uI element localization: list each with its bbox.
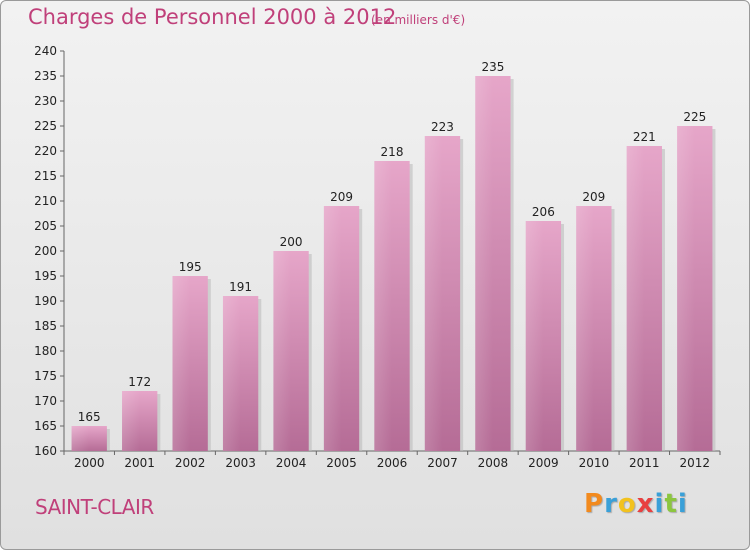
y-tick-label: 205 bbox=[34, 219, 57, 233]
y-tick-label: 160 bbox=[34, 444, 57, 458]
data-label-2002: 195 bbox=[179, 260, 202, 274]
y-tick-label: 165 bbox=[34, 419, 57, 433]
data-label-2006: 218 bbox=[381, 145, 404, 159]
x-tick-label: 2007 bbox=[427, 456, 458, 470]
bar-highlight bbox=[71, 426, 90, 451]
x-tick-label: 2004 bbox=[276, 456, 307, 470]
data-label-2010: 209 bbox=[582, 190, 605, 204]
y-tick-label: 200 bbox=[34, 244, 57, 258]
data-label-2001: 172 bbox=[128, 375, 151, 389]
x-tick-label: 2009 bbox=[528, 456, 559, 470]
x-tick-label: 2005 bbox=[326, 456, 357, 470]
logo-letter: i bbox=[677, 489, 688, 519]
bar-highlight bbox=[677, 126, 695, 451]
x-tick-label: 2003 bbox=[225, 456, 256, 470]
bar-highlight bbox=[122, 391, 140, 451]
bar-highlight bbox=[222, 296, 241, 451]
bar-highlight bbox=[475, 76, 493, 451]
logo-letter: r bbox=[604, 489, 618, 519]
y-tick-label: 195 bbox=[34, 269, 57, 283]
y-tick-label: 225 bbox=[34, 119, 57, 133]
x-tick-label: 2010 bbox=[579, 456, 610, 470]
data-label-2003: 191 bbox=[229, 280, 252, 294]
logo-letter: P bbox=[584, 489, 605, 519]
logo-letter: i bbox=[654, 489, 665, 519]
chart-title: Charges de Personnel 2000 à 2012 bbox=[28, 5, 397, 29]
x-tick-label: 2002 bbox=[175, 456, 206, 470]
place-name: SAINT-CLAIR bbox=[35, 495, 154, 519]
y-tick-label: 230 bbox=[34, 94, 57, 108]
x-tick-label: 2012 bbox=[679, 456, 710, 470]
y-tick-label: 215 bbox=[34, 169, 57, 183]
logo-letter: o bbox=[617, 489, 637, 519]
data-label-2011: 221 bbox=[633, 130, 656, 144]
bar-highlight bbox=[525, 221, 544, 451]
x-tick-label: 2000 bbox=[74, 456, 105, 470]
data-label-2004: 200 bbox=[280, 235, 303, 249]
bar-highlight bbox=[323, 206, 342, 451]
x-tick-label: 2008 bbox=[478, 456, 509, 470]
y-axis: 160 165 170 175 180 185 190 195 200 205 210 215 220 2… bbox=[34, 44, 65, 458]
data-label-2007: 223 bbox=[431, 120, 454, 134]
y-tick-label: 210 bbox=[34, 194, 57, 208]
data-label-2000: 165 bbox=[78, 410, 101, 424]
y-tick-label: 185 bbox=[34, 319, 57, 333]
chart-unit-note: (en milliers d'€) bbox=[371, 13, 466, 27]
bar-highlight bbox=[172, 276, 191, 451]
bar-highlight bbox=[424, 136, 443, 451]
data-label-2008: 235 bbox=[481, 60, 504, 74]
bar-highlight bbox=[576, 206, 594, 451]
bars: 165 172 195 191 200 209 218 223 235 206 209 221 225 bbox=[71, 60, 716, 451]
y-tick-label: 175 bbox=[34, 369, 57, 383]
x-tick-label: 2001 bbox=[124, 456, 155, 470]
data-label-2009: 206 bbox=[532, 205, 555, 219]
y-tick-label: 220 bbox=[34, 144, 57, 158]
x-tick-label: 2011 bbox=[629, 456, 660, 470]
data-label-2005: 209 bbox=[330, 190, 353, 204]
data-label-2012: 225 bbox=[683, 110, 706, 124]
proxiti-logo: Proxiti bbox=[584, 489, 688, 519]
y-tick-label: 180 bbox=[34, 344, 57, 358]
y-tick-label: 235 bbox=[34, 69, 57, 83]
x-axis: 2000 2001 2002 2003 2004 2005 2006 2007 2008 2009… bbox=[63, 450, 721, 470]
logo-letter: x bbox=[636, 489, 655, 519]
y-tick-label: 240 bbox=[34, 44, 57, 58]
y-tick-label: 170 bbox=[34, 394, 57, 408]
x-tick-label: 2006 bbox=[377, 456, 408, 470]
bar-highlight bbox=[626, 146, 645, 451]
bar-highlight bbox=[374, 161, 392, 451]
bar-highlight bbox=[273, 251, 292, 451]
logo-letter: t bbox=[664, 489, 678, 519]
y-tick-label: 190 bbox=[34, 294, 57, 308]
